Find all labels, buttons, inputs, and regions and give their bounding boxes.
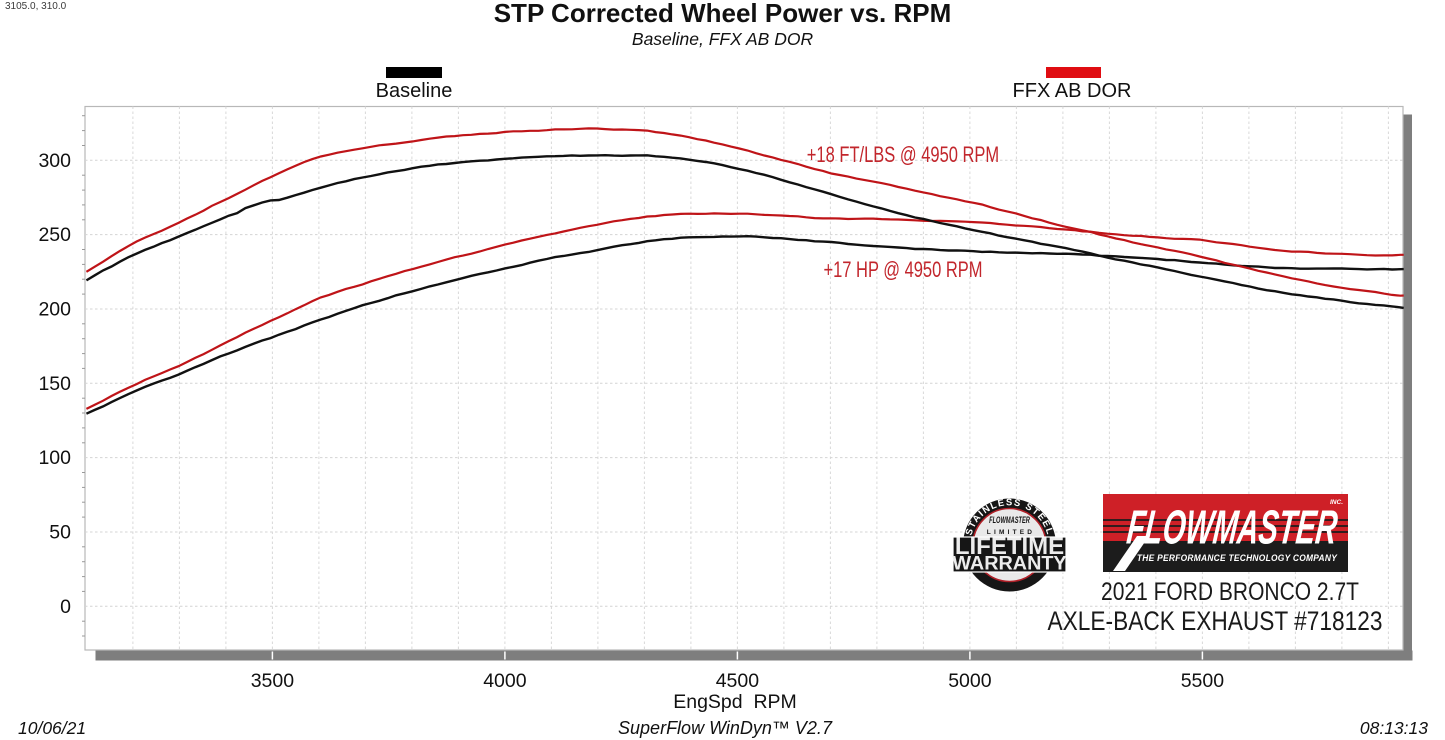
- svg-text:EngSpd RPM: EngSpd RPM: [673, 691, 797, 713]
- svg-text:5000: 5000: [948, 670, 992, 692]
- svg-text:FLOWMASTER: FLOWMASTER: [1124, 501, 1340, 554]
- svg-text:4000: 4000: [483, 670, 527, 692]
- svg-text:0: 0: [60, 596, 71, 618]
- svg-text:INC.: INC.: [1330, 499, 1343, 506]
- svg-text:FLOWMASTER: FLOWMASTER: [989, 515, 1030, 526]
- svg-text:4500: 4500: [716, 670, 760, 692]
- svg-text:10/06/21: 10/06/21: [18, 718, 86, 738]
- svg-text:3500: 3500: [251, 670, 295, 692]
- svg-text:LIMITED: LIMITED: [987, 529, 1035, 536]
- svg-text:WARRANTY: WARRANTY: [952, 553, 1066, 575]
- svg-text:150: 150: [38, 373, 71, 395]
- svg-text:300: 300: [38, 150, 71, 172]
- svg-text:THE PERFORMANCE TECHNOLOGY COM: THE PERFORMANCE TECHNOLOGY COMPANY: [1137, 553, 1338, 564]
- svg-text:SuperFlow WinDyn™ V2.7: SuperFlow WinDyn™ V2.7: [618, 718, 833, 738]
- svg-text:100: 100: [38, 447, 71, 469]
- svg-text:5500: 5500: [1181, 670, 1225, 692]
- svg-text:08:13:13: 08:13:13: [1360, 718, 1428, 738]
- svg-text:250: 250: [38, 224, 71, 246]
- svg-text:50: 50: [49, 522, 71, 544]
- svg-text:LIFETIME: LIFETIME: [955, 533, 1064, 560]
- svg-text:200: 200: [38, 299, 71, 321]
